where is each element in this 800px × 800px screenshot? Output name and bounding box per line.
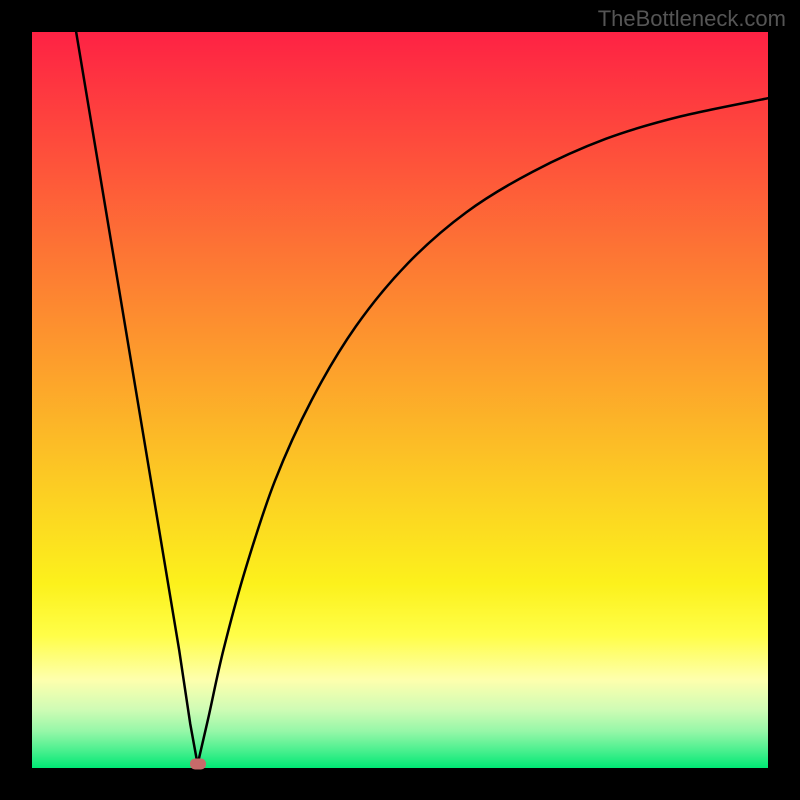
bottleneck-curve xyxy=(32,32,768,768)
minimum-marker xyxy=(190,759,206,770)
plot-area xyxy=(32,32,768,768)
chart-container: TheBottleneck.com xyxy=(0,0,800,800)
